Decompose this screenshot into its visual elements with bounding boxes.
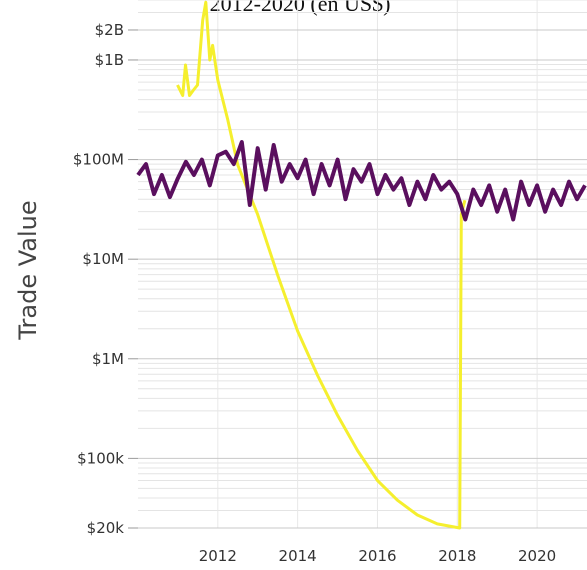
x-tick-label: 2014 <box>279 547 317 565</box>
y-tick-label: $100k <box>77 449 124 467</box>
y-tick-label: $10M <box>82 250 124 268</box>
y-tick-label: $100M <box>73 151 124 169</box>
x-tick-label: 2018 <box>438 547 476 565</box>
y-tick-label: $2B <box>95 21 124 39</box>
chart-title: 2012-2020 (en US$) <box>210 0 391 16</box>
y-axis-label: Trade Value <box>14 200 42 340</box>
y-tick-label: $1M <box>92 350 124 368</box>
series-line <box>136 140 587 222</box>
x-tick-label: 2012 <box>199 547 237 565</box>
x-tick-label: 2020 <box>518 547 556 565</box>
y-tick-label: $1B <box>95 51 124 69</box>
y-tick-label: $20k <box>87 519 125 537</box>
series-line <box>176 0 467 530</box>
x-tick-label: 2016 <box>358 547 396 565</box>
